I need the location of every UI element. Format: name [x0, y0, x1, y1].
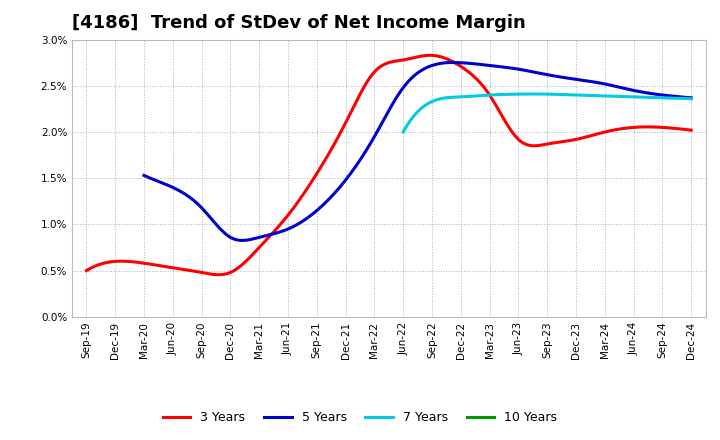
5 Years [469, 61, 478, 66]
5 Years [140, 173, 148, 178]
7 Years [571, 92, 580, 98]
5 Years [238, 238, 247, 243]
7 Years [399, 129, 408, 135]
3 Years [444, 57, 453, 62]
Line: 7 Years: 7 Years [403, 94, 691, 132]
5 Years [142, 174, 150, 179]
5 Years [605, 82, 613, 88]
7 Years [687, 96, 696, 101]
5 Years [449, 60, 458, 65]
7 Years [570, 92, 579, 98]
Line: 5 Years: 5 Years [144, 62, 691, 240]
7 Years [400, 128, 408, 133]
3 Years [456, 64, 465, 69]
5 Years [639, 90, 648, 95]
5 Years [687, 95, 696, 100]
7 Years [642, 95, 651, 100]
3 Years [596, 131, 605, 136]
3 Years [82, 268, 91, 273]
3 Years [214, 272, 222, 277]
7 Years [661, 95, 670, 101]
7 Years [530, 92, 539, 97]
3 Years [426, 53, 435, 58]
3 Years [687, 128, 696, 133]
3 Years [446, 58, 455, 63]
Text: [4186]  Trend of StDev of Net Income Margin: [4186] Trend of StDev of Net Income Marg… [72, 15, 526, 33]
Line: 3 Years: 3 Years [86, 55, 691, 275]
3 Years [634, 125, 643, 130]
Legend: 3 Years, 5 Years, 7 Years, 10 Years: 3 Years, 5 Years, 7 Years, 10 Years [158, 407, 562, 429]
5 Years [467, 61, 476, 66]
3 Years [84, 267, 93, 272]
7 Years [576, 92, 585, 98]
5 Years [478, 62, 487, 67]
